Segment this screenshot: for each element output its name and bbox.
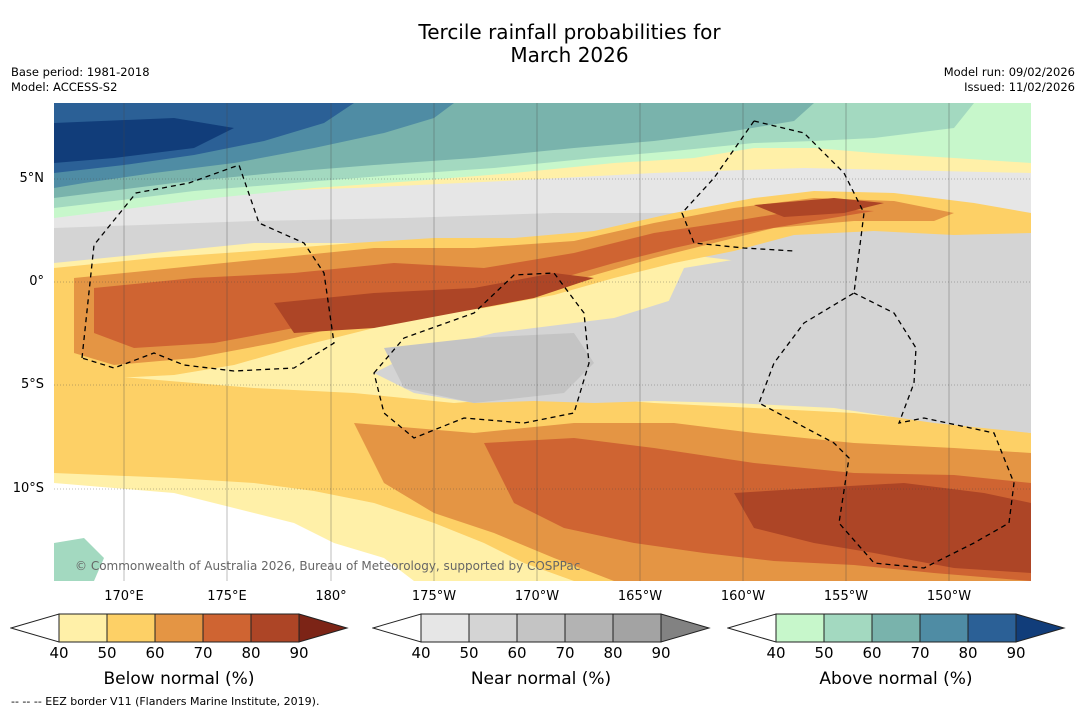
- near-tick-60: 60: [507, 644, 527, 662]
- below-swatch-80: [250, 613, 300, 643]
- eez-border-northeast: [681, 120, 795, 252]
- near-swatch-80: [612, 613, 662, 643]
- above-50-southwest: [54, 538, 104, 581]
- eez-footnote: -- -- -- EEZ border V11 (Flanders Marine…: [11, 695, 320, 708]
- above-swatch-60: [871, 613, 921, 643]
- near-extend-low: [372, 613, 422, 643]
- title-line-2: March 2026: [510, 43, 629, 67]
- below-legend-label: Below normal (%): [103, 669, 255, 689]
- lat-label-0: 0°: [29, 274, 44, 289]
- near-swatch-70: [564, 613, 614, 643]
- lat-label-10s: 10°S: [12, 481, 44, 496]
- below-80-northeast: [754, 198, 884, 217]
- neutral-region-southwest: [54, 483, 414, 581]
- lon-label-150w: 150°W: [926, 589, 972, 604]
- below-swatch-60: [154, 613, 204, 643]
- above-swatch-90: [1015, 613, 1066, 643]
- legend-above-svg: [727, 613, 1066, 643]
- map-title: Tercile rainfall probabilities for March…: [0, 21, 1085, 67]
- lat-label-5n: 5°N: [19, 171, 45, 186]
- near-swatch-40: [420, 613, 470, 643]
- lon-label-160w: 160°W: [720, 589, 766, 604]
- map-svg: [54, 103, 1031, 581]
- above-tick-50: 50: [814, 644, 834, 662]
- below-tick-40: 40: [49, 644, 69, 662]
- base-period: Base period: 1981-2018: [11, 65, 150, 79]
- probability-map[interactable]: [54, 103, 1031, 581]
- eez-border-central: [373, 272, 590, 439]
- above-swatch-50: [823, 613, 873, 643]
- lat-gridlines: [54, 178, 1031, 490]
- below-tick-80: 80: [241, 644, 261, 662]
- near-tick-50: 50: [459, 644, 479, 662]
- above-legend-label: Above normal (%): [819, 669, 973, 689]
- above-tick-40: 40: [766, 644, 786, 662]
- lon-label-175e: 175°E: [207, 589, 247, 604]
- legend-below-svg: [10, 613, 349, 643]
- lat-label-5s: 5°S: [20, 377, 44, 392]
- near-tick-90: 90: [651, 644, 671, 662]
- above-extend-low: [727, 613, 777, 643]
- above-swatch-80: [967, 613, 1017, 643]
- copyright-credit: © Commonwealth of Australia 2026, Bureau…: [75, 559, 581, 573]
- above-tick-60: 60: [862, 644, 882, 662]
- below-swatch-90: [298, 613, 349, 643]
- below-tick-90: 90: [289, 644, 309, 662]
- base-info: Base period: 1981-2018 Model: ACCESS-S2: [11, 65, 150, 95]
- model-name: Model: ACCESS-S2: [11, 80, 118, 94]
- below-swatch-40: [58, 613, 108, 643]
- title-line-1: Tercile rainfall probabilities for: [418, 20, 721, 44]
- above-tick-70: 70: [910, 644, 930, 662]
- lon-gridlines: [123, 103, 950, 581]
- above-90-north: [54, 118, 234, 163]
- near-legend-label: Near normal (%): [470, 669, 612, 689]
- below-tick-50: 50: [97, 644, 117, 662]
- eez-border-kiribati-west: [81, 164, 335, 372]
- above-tick-80: 80: [958, 644, 978, 662]
- lon-label-165w: 165°W: [617, 589, 663, 604]
- near-normal-60-central: [384, 333, 594, 403]
- lon-label-175w: 175°W: [411, 589, 457, 604]
- near-tick-70: 70: [555, 644, 575, 662]
- run-info: Model run: 09/02/2026 Issued: 11/02/2026: [944, 65, 1075, 95]
- below-80-south: [734, 483, 1031, 573]
- near-swatch-60: [516, 613, 566, 643]
- lon-label-180: 180°: [315, 589, 347, 604]
- near-swatch-50: [468, 613, 518, 643]
- eez-borders: [81, 120, 1015, 569]
- below-tick-60: 60: [145, 644, 165, 662]
- model-run: Model run: 09/02/2026: [943, 65, 1075, 79]
- near-normal-east: [654, 253, 1031, 403]
- above-swatch-70: [919, 613, 969, 643]
- lon-label-155w: 155°W: [823, 589, 869, 604]
- below-tick-70: 70: [193, 644, 213, 662]
- above-tick-90: 90: [1006, 644, 1026, 662]
- lon-label-170e: 170°E: [104, 589, 144, 604]
- near-tick-40: 40: [411, 644, 431, 662]
- near-swatch-90: [660, 613, 711, 643]
- above-swatch-40: [775, 613, 825, 643]
- below-swatch-70: [202, 613, 252, 643]
- below-swatch-50: [106, 613, 156, 643]
- issued-date: Issued: 11/02/2026: [964, 80, 1075, 94]
- lon-label-170w: 170°W: [514, 589, 560, 604]
- near-tick-80: 80: [603, 644, 623, 662]
- below-extend-low: [10, 613, 60, 643]
- legend-near-svg: [372, 613, 711, 643]
